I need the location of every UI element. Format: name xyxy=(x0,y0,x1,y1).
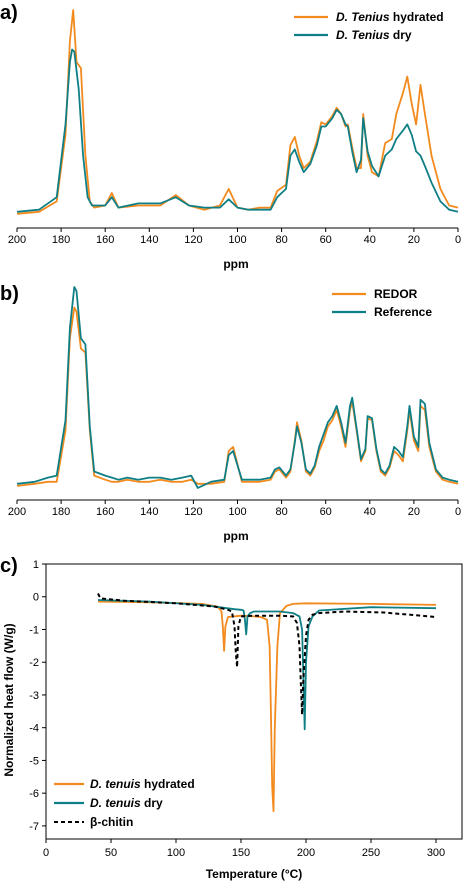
x-tick-label: 40 xyxy=(364,506,376,518)
panel-c-legend: D. tenuis hydrated D. tenuis dry β-chiti… xyxy=(54,777,195,829)
panel-a-legend: D. Tenius hydrated D. Tenius dry xyxy=(294,10,444,42)
y-tick-label: -3 xyxy=(29,690,39,702)
x-tick-label: 60 xyxy=(320,506,332,518)
x-tick-label: 300 xyxy=(427,847,445,859)
x-tick-label: 0 xyxy=(455,506,461,518)
y-tick-label: 1 xyxy=(33,559,39,571)
series-line-c-1 xyxy=(97,599,437,731)
y-tick-label: -4 xyxy=(29,723,39,735)
panel-c-x-ticks: 0 50 100 150 200 250 300 xyxy=(43,839,445,859)
x-tick-label: 0 xyxy=(43,847,49,859)
panel-c-ylabel: Normalized heat flow (W/g) xyxy=(2,623,16,776)
panel-b-legend: REDOR Reference xyxy=(332,287,432,319)
panel-b-xlabel: ppm xyxy=(223,529,248,543)
series-line-a-1 xyxy=(16,48,459,213)
x-tick-label: 120 xyxy=(184,234,202,246)
y-tick-label: -1 xyxy=(29,624,39,636)
panel-c-y-ticks: 1 0 -1 -2 -3 -4 -5 -6 -7 xyxy=(29,559,46,833)
x-tick-label: 200 xyxy=(8,506,26,518)
series-line-c-0 xyxy=(97,600,437,813)
y-tick-label: -2 xyxy=(29,657,39,669)
x-tick-label: 100 xyxy=(167,847,185,859)
series-line-c-2 xyxy=(97,593,437,716)
panel-a-letter: a) xyxy=(0,2,18,24)
panel-c-frame xyxy=(45,563,463,840)
y-tick-label: -5 xyxy=(29,755,39,767)
y-tick-label: -6 xyxy=(29,788,39,800)
y-tick-label: -7 xyxy=(29,821,39,833)
legend-label-dt-hydrated: D. tenuis hydrated xyxy=(90,777,195,791)
x-tick-label: 40 xyxy=(364,234,376,246)
series-line-b-1 xyxy=(16,286,459,489)
x-tick-label: 160 xyxy=(96,234,114,246)
x-tick-label: 60 xyxy=(320,234,332,246)
x-tick-label: 0 xyxy=(455,234,461,246)
legend-label-dt-dry: D. tenuis dry xyxy=(90,796,163,810)
panel-c-series xyxy=(97,593,437,813)
x-tick-label: 200 xyxy=(297,847,315,859)
x-tick-label: 150 xyxy=(232,847,250,859)
x-tick-label: 80 xyxy=(275,234,287,246)
panel-a-x-ticks: 200 180 160 140 120 100 80 60 40 20 0 xyxy=(8,228,461,246)
panel-c: c) 0 50 100 150 200 250 300 1 0 -1 -2 -3 -4 -5 -6 -7 T… xyxy=(0,555,463,881)
x-tick-label: 160 xyxy=(96,506,114,518)
panel-c-xlabel: Temperature (°C) xyxy=(206,867,303,881)
panel-b-series xyxy=(16,286,459,489)
x-tick-label: 140 xyxy=(140,234,158,246)
x-tick-label: 50 xyxy=(105,847,117,859)
legend-label-dry: D. Tenius dry xyxy=(336,28,412,42)
x-tick-label: 140 xyxy=(140,506,158,518)
panel-a: a) 200 180 160 140 120 100 80 60 40 20 0 ppm D. Te… xyxy=(0,2,461,271)
x-tick-label: 180 xyxy=(52,506,70,518)
x-tick-label: 100 xyxy=(228,234,246,246)
x-tick-label: 20 xyxy=(408,234,420,246)
x-tick-label: 100 xyxy=(228,506,246,518)
x-tick-label: 180 xyxy=(52,234,70,246)
legend-label-reference: Reference xyxy=(374,305,432,319)
x-tick-label: 250 xyxy=(362,847,380,859)
panel-b: b) 200 180 160 140 120 100 80 60 40 20 0 ppm REDOR… xyxy=(0,283,461,543)
y-tick-label: 0 xyxy=(33,592,39,604)
panel-c-letter: c) xyxy=(0,555,18,577)
x-tick-label: 20 xyxy=(408,506,420,518)
panel-b-letter: b) xyxy=(0,283,19,305)
x-tick-label: 120 xyxy=(184,506,202,518)
x-tick-label: 80 xyxy=(275,506,287,518)
panel-a-xlabel: ppm xyxy=(223,257,248,271)
legend-label-hydrated: D. Tenius hydrated xyxy=(336,10,444,24)
x-tick-label: 200 xyxy=(8,234,26,246)
panel-b-x-ticks: 200 180 160 140 120 100 80 60 40 20 0 xyxy=(8,500,461,518)
series-line-a-0 xyxy=(16,9,459,215)
panel-a-series xyxy=(16,9,459,215)
legend-label-beta-chitin: β-chitin xyxy=(90,815,133,829)
legend-label-redor: REDOR xyxy=(374,287,418,301)
